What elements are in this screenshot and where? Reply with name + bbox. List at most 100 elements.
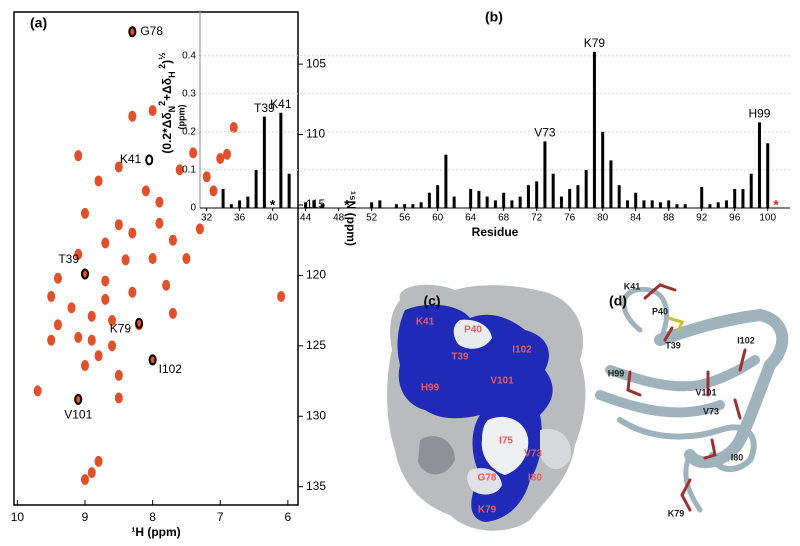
highlighted-peak [145, 154, 154, 166]
loop [617, 417, 757, 472]
white-patch [453, 319, 492, 349]
peak [94, 455, 103, 467]
peak [175, 164, 184, 176]
y-axis-label: ¹⁵N (ppm) [344, 191, 358, 246]
residue-label: T39 [451, 352, 469, 363]
peak [277, 291, 286, 303]
bar [741, 188, 745, 208]
y-tick-label: 120 [306, 268, 326, 282]
bar [576, 185, 580, 208]
residue-label: I102 [512, 345, 532, 356]
bar [535, 181, 539, 208]
bar [378, 200, 382, 208]
bar [749, 173, 753, 208]
residue-label: T39 [665, 340, 681, 350]
highlighted-peak [74, 393, 83, 405]
peak [101, 275, 110, 287]
peak [101, 293, 110, 305]
bar [592, 51, 596, 209]
peak [216, 152, 225, 164]
x-tick-label: 40 [267, 213, 279, 224]
bar [700, 187, 704, 208]
peak [229, 122, 238, 134]
strand [605, 355, 760, 392]
peak [128, 227, 137, 239]
residue-label: V73 [524, 449, 542, 460]
bar [419, 202, 423, 208]
x-tick-label: 7 [217, 510, 224, 524]
peak-label: T39 [58, 252, 79, 266]
y-tick-label: 105 [306, 56, 326, 70]
peak [209, 185, 218, 197]
bar [617, 185, 621, 208]
x-tick-label: 68 [498, 213, 510, 224]
peak [141, 185, 150, 197]
peak [182, 253, 191, 264]
white-patch [481, 416, 529, 475]
panel-label: (b) [485, 9, 503, 25]
residue-label: K79 [668, 508, 685, 518]
bar [510, 200, 514, 208]
x-tick-label: 52 [366, 213, 378, 224]
bar [411, 204, 415, 208]
x-tick-label: 84 [630, 213, 642, 224]
residue-label: K41 [624, 281, 641, 291]
peak [94, 350, 103, 362]
highlighted-peak [81, 268, 89, 280]
x-tick-label: 48 [333, 213, 345, 224]
bar [221, 188, 225, 208]
bar [683, 204, 687, 208]
bar [444, 154, 448, 208]
bar [394, 204, 398, 208]
y-axis-unit: (ppm) [176, 105, 186, 130]
peak [67, 302, 76, 314]
y-tick-label: 0.1 [182, 165, 196, 176]
peak [114, 369, 123, 381]
x-axis-label: Residue [472, 225, 519, 239]
bar-label: K41 [270, 97, 292, 111]
bar [559, 196, 563, 208]
x-tick-label: 88 [663, 213, 675, 224]
residue-label: K41 [416, 317, 435, 328]
bar [477, 190, 481, 208]
residue-label: I80 [528, 473, 542, 484]
panel-label: (d) [609, 293, 627, 309]
peak [74, 150, 83, 162]
bar [493, 200, 497, 208]
y-tick-label: 0 [190, 203, 196, 214]
side-chains [626, 283, 747, 512]
side-chain [643, 283, 677, 300]
bar [262, 116, 266, 208]
x-tick-label: 56 [399, 213, 411, 224]
bar [469, 188, 473, 208]
peak-label: I102 [159, 362, 183, 376]
bar [675, 204, 679, 208]
asterisk: * [270, 197, 276, 213]
y-tick-label: 0.2 [182, 126, 196, 137]
y-tick-label: 135 [306, 479, 326, 493]
peak [74, 248, 83, 260]
peak-label: G78 [140, 24, 163, 38]
residue-label: G78 [478, 473, 497, 484]
surface-labels: (c) K41 P40 T39 I102 H99 V101 I75 V73 G7… [416, 293, 543, 516]
bar [279, 112, 283, 208]
bar [733, 188, 737, 208]
peak [74, 331, 83, 343]
bar [634, 192, 638, 208]
residue-label: V101 [695, 387, 716, 397]
peak [47, 334, 56, 346]
side-chain [626, 370, 642, 397]
bar-label: K79 [584, 36, 606, 50]
panel-label: (c) [423, 293, 440, 309]
x-tick-label: 100 [759, 213, 776, 224]
y-axis-label-part: +Δδ [160, 78, 174, 101]
y-tick-label: 0.4 [182, 50, 196, 61]
bar [287, 173, 291, 208]
peak [155, 217, 164, 229]
y-axis-label-part: 2 [157, 101, 167, 106]
peak [33, 385, 42, 397]
residue-label: I75 [499, 436, 513, 447]
y-axis-label: (0.2*ΔδN2+ΔδH 2)½ [157, 52, 177, 154]
x-tick-label: 64 [465, 213, 477, 224]
x-tick-label: 36 [234, 213, 246, 224]
